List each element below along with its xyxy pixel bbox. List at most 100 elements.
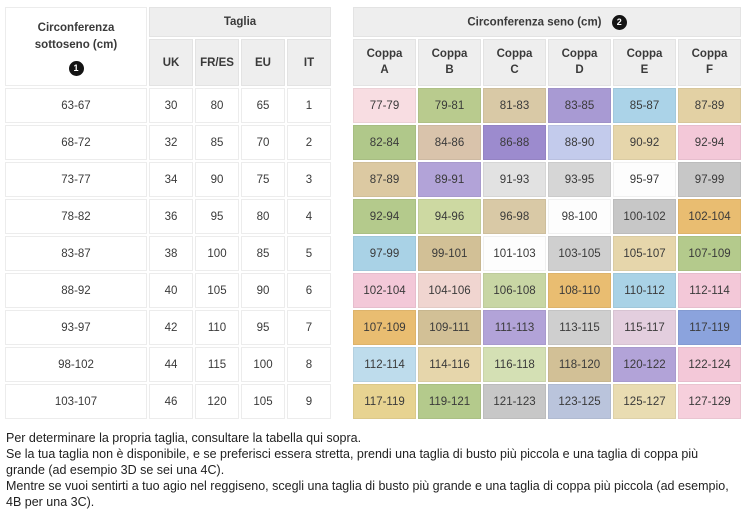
table-row: 73-77 34 90 75 3 87-89 89-91 91-93 93-95 95-97 97-… xyxy=(5,162,742,197)
column-gap xyxy=(333,310,351,345)
size-value-cell: 65 xyxy=(241,88,285,123)
cup-range-cell: 90-92 xyxy=(613,125,677,160)
table-row: 93-97 42 110 95 7 107-109 109-111 111-113 113-11… xyxy=(5,310,742,345)
cup-range-cell: 91-93 xyxy=(483,162,547,197)
cup-range-cell: 93-95 xyxy=(548,162,612,197)
size-value-cell: 95 xyxy=(195,199,239,234)
cup-range-cell: 106-108 xyxy=(483,273,547,308)
taglia-group-header: Taglia xyxy=(149,7,332,37)
size-value-cell: 44 xyxy=(149,347,193,382)
size-value-cell: 2 xyxy=(287,125,332,160)
table-row: 88-92 40 105 90 6 102-104 104-106 106-108 108-11… xyxy=(5,273,742,308)
underbust-header-label: Circonferenza sottoseno (cm) xyxy=(34,21,118,52)
table-row: 83-87 38 100 85 5 97-99 99-101 101-103 103-105 10… xyxy=(5,236,742,271)
seno-group-header: Circonferenza seno (cm) 2 xyxy=(353,7,742,37)
size-value-cell: 95 xyxy=(241,310,285,345)
cup-range-cell: 87-89 xyxy=(678,88,742,123)
cup-column-header: Coppa E xyxy=(613,39,677,86)
underbust-range-cell: 63-67 xyxy=(5,88,147,123)
cup-range-cell: 95-97 xyxy=(613,162,677,197)
cup-range-cell: 116-118 xyxy=(483,347,547,382)
cup-range-cell: 100-102 xyxy=(613,199,677,234)
table-row: 98-102 44 115 100 8 112-114 114-116 116-118 118-… xyxy=(5,347,742,382)
cup-range-cell: 79-81 xyxy=(418,88,482,123)
cup-range-cell: 101-103 xyxy=(483,236,547,271)
underbust-range-cell: 78-82 xyxy=(5,199,147,234)
column-gap xyxy=(333,39,351,86)
cup-range-cell: 109-111 xyxy=(418,310,482,345)
cup-range-cell: 87-89 xyxy=(353,162,417,197)
size-value-cell: 90 xyxy=(195,162,239,197)
size-value-cell: 70 xyxy=(241,125,285,160)
cup-range-cell: 86-88 xyxy=(483,125,547,160)
size-value-cell: 1 xyxy=(287,88,332,123)
column-gap xyxy=(333,347,351,382)
size-value-cell: 80 xyxy=(195,88,239,123)
underbust-column-header: Circonferenza sottoseno (cm) 1 xyxy=(5,7,147,86)
table-row: 78-82 36 95 80 4 92-94 94-96 96-98 98-100 100-102… xyxy=(5,199,742,234)
cup-range-cell: 122-124 xyxy=(678,347,742,382)
cup-range-cell: 88-90 xyxy=(548,125,612,160)
cup-range-cell: 98-100 xyxy=(548,199,612,234)
size-value-cell: 100 xyxy=(195,236,239,271)
column-gap xyxy=(333,162,351,197)
column-gap xyxy=(333,236,351,271)
size-value-cell: 110 xyxy=(195,310,239,345)
size-value-cell: 100 xyxy=(241,347,285,382)
cup-column-header: Coppa C xyxy=(483,39,547,86)
footer-note-line-1: Per determinare la propria taglia, consu… xyxy=(6,431,362,445)
cup-range-cell: 118-120 xyxy=(548,347,612,382)
size-value-cell: 7 xyxy=(287,310,332,345)
cup-range-cell: 105-107 xyxy=(613,236,677,271)
cup-range-cell: 115-117 xyxy=(613,310,677,345)
size-value-cell: 75 xyxy=(241,162,285,197)
bra-size-chart-table: Circonferenza sottoseno (cm) 1 Taglia Ci… xyxy=(3,5,743,421)
underbust-range-cell: 88-92 xyxy=(5,273,147,308)
size-column-header: FR/ES xyxy=(195,39,239,86)
size-value-cell: 32 xyxy=(149,125,193,160)
cup-range-cell: 119-121 xyxy=(418,384,482,419)
size-column-header: IT xyxy=(287,39,332,86)
size-value-cell: 85 xyxy=(195,125,239,160)
cup-column-header: Coppa D xyxy=(548,39,612,86)
cup-range-cell: 97-99 xyxy=(353,236,417,271)
column-gap xyxy=(333,384,351,419)
cup-range-cell: 103-105 xyxy=(548,236,612,271)
cup-range-cell: 92-94 xyxy=(353,199,417,234)
cup-range-cell: 112-114 xyxy=(353,347,417,382)
cup-range-cell: 77-79 xyxy=(353,88,417,123)
table-row: 68-72 32 85 70 2 82-84 84-86 86-88 88-90 90-92 92-… xyxy=(5,125,742,160)
cup-range-cell: 127-129 xyxy=(678,384,742,419)
size-value-cell: 42 xyxy=(149,310,193,345)
column-gap xyxy=(333,125,351,160)
underbust-range-cell: 73-77 xyxy=(5,162,147,197)
step-2-badge: 2 xyxy=(611,14,627,30)
cup-column-header: Coppa B xyxy=(418,39,482,86)
cup-range-cell: 120-122 xyxy=(613,347,677,382)
cup-range-cell: 102-104 xyxy=(678,199,742,234)
cup-range-cell: 81-83 xyxy=(483,88,547,123)
underbust-range-cell: 68-72 xyxy=(5,125,147,160)
size-value-cell: 120 xyxy=(195,384,239,419)
table-row: 63-67 30 80 65 1 77-79 79-81 81-83 83-85 85-87 87-… xyxy=(5,88,742,123)
size-value-cell: 90 xyxy=(241,273,285,308)
seno-header-label: Circonferenza seno (cm) xyxy=(467,16,602,28)
cup-range-cell: 114-116 xyxy=(418,347,482,382)
underbust-range-cell: 98-102 xyxy=(5,347,147,382)
underbust-range-cell: 93-97 xyxy=(5,310,147,345)
cup-range-cell: 85-87 xyxy=(613,88,677,123)
size-value-cell: 30 xyxy=(149,88,193,123)
size-value-cell: 85 xyxy=(241,236,285,271)
cup-range-cell: 97-99 xyxy=(678,162,742,197)
size-value-cell: 5 xyxy=(287,236,332,271)
size-value-cell: 4 xyxy=(287,199,332,234)
size-value-cell: 36 xyxy=(149,199,193,234)
cup-range-cell: 107-109 xyxy=(353,310,417,345)
size-value-cell: 105 xyxy=(241,384,285,419)
column-gap xyxy=(333,273,351,308)
underbust-range-cell: 103-107 xyxy=(5,384,147,419)
cup-range-cell: 110-112 xyxy=(613,273,677,308)
step-1-badge: 1 xyxy=(68,61,84,77)
